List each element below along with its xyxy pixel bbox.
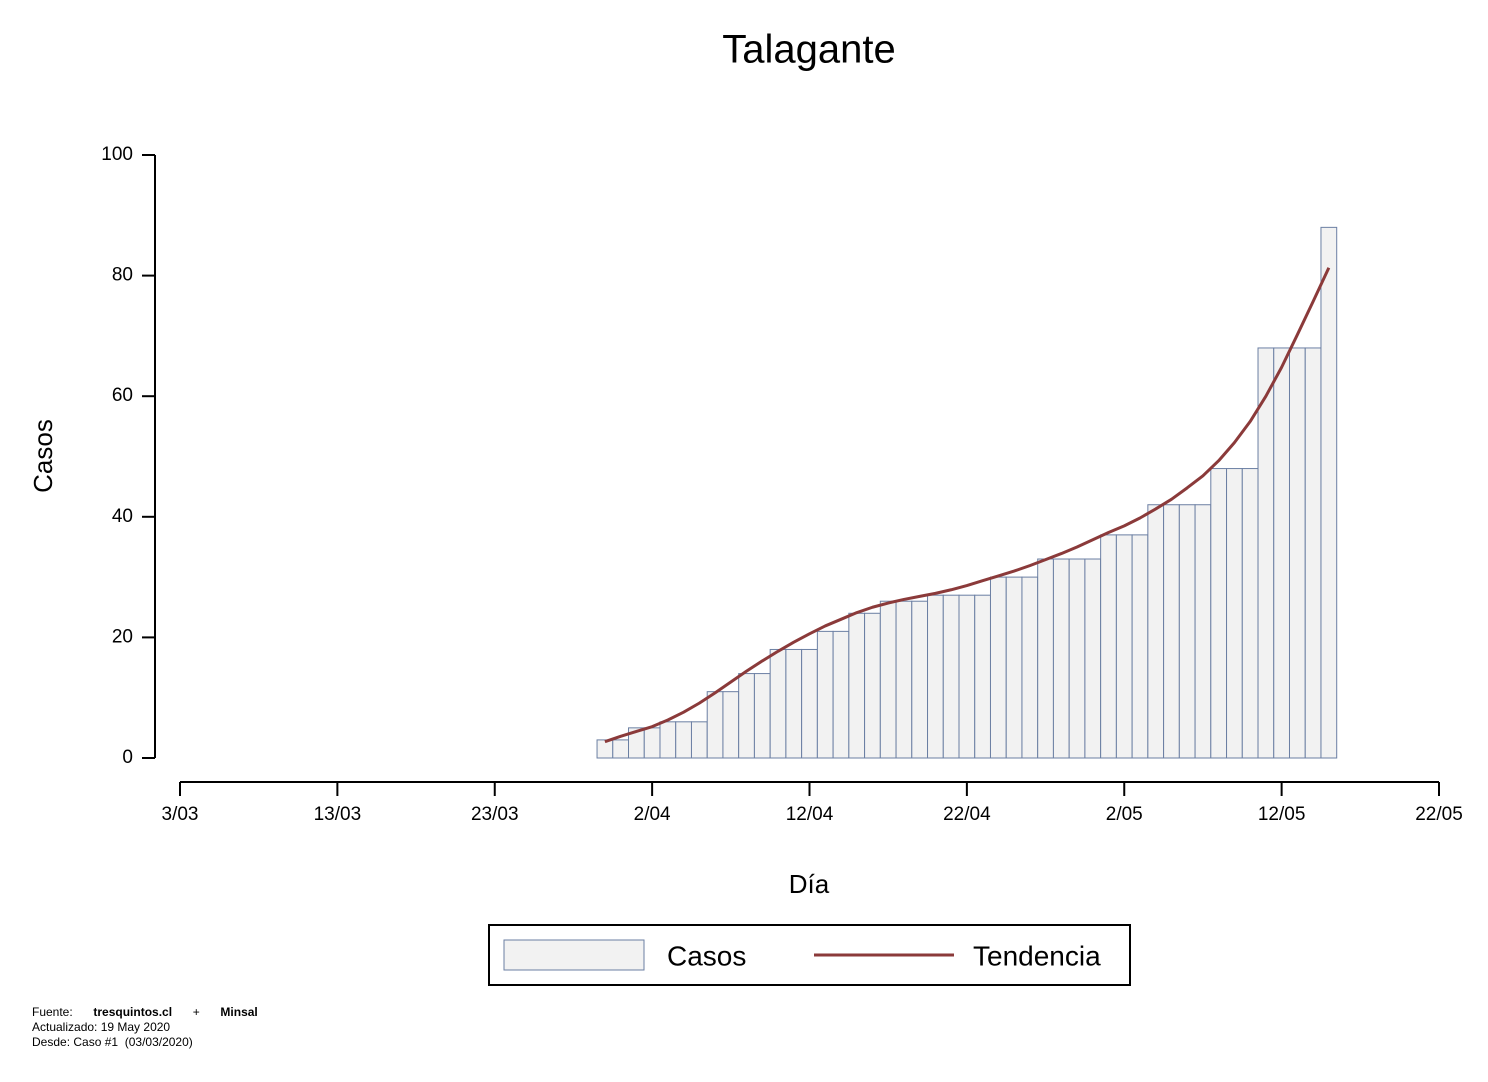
y-tick-label: 0 (122, 747, 133, 768)
bar (864, 612, 881, 759)
bar (1273, 347, 1290, 759)
bar (785, 648, 803, 759)
bar (706, 691, 724, 759)
bar (848, 612, 866, 759)
x-tick-label: 2/04 (634, 804, 671, 825)
legend-swatch (503, 939, 645, 971)
bar (1288, 347, 1306, 759)
bar (675, 721, 692, 759)
bar (1320, 226, 1338, 759)
trend-line (604, 267, 1331, 744)
bar (722, 691, 740, 759)
bar (1178, 504, 1196, 759)
bar (1005, 576, 1023, 759)
x-tick-label: 12/04 (786, 804, 834, 825)
x-tick-label: 12/05 (1258, 804, 1306, 825)
bar (832, 630, 850, 759)
bar (596, 739, 614, 759)
bar (1147, 504, 1165, 759)
x-tick-label: 22/05 (1415, 804, 1463, 825)
x-tick-label: 2/05 (1106, 804, 1143, 825)
y-axis-label: Casos (28, 419, 58, 493)
x-tick-label: 3/03 (162, 804, 199, 825)
x-tick-label: 13/03 (314, 804, 362, 825)
legend-label: Casos (667, 940, 746, 971)
y-tick-label: 100 (101, 144, 133, 165)
x-tick-label: 22/04 (943, 804, 991, 825)
x-axis-label: Día (789, 869, 830, 899)
x-tick-label: 23/03 (471, 804, 519, 825)
bar (690, 721, 708, 759)
y-tick-label: 40 (112, 506, 133, 527)
bar (1068, 558, 1086, 759)
bar (1241, 468, 1259, 759)
bar (643, 727, 661, 759)
chart-title: Talagante (722, 28, 895, 72)
bar (801, 648, 818, 759)
footnote: Fuente: tresquintos.cl + Minsal Actualiz… (0, 0, 274, 1049)
y-tick-label: 20 (112, 626, 133, 647)
footnote-text: Desde: Caso #1 (03/03/2020) (32, 1035, 193, 1049)
footnote-text: Minsal (220, 1005, 257, 1019)
footnote-text: Fuente: (32, 1005, 73, 1019)
bar (1052, 558, 1070, 759)
bar (911, 600, 929, 759)
bar (1226, 468, 1243, 759)
bar (659, 721, 677, 759)
bar (895, 600, 913, 759)
footnote-text: Actualizado: 19 May 2020 (32, 1020, 170, 1034)
bar (738, 673, 755, 759)
bar (989, 576, 1007, 759)
legend-label: Tendencia (973, 940, 1101, 971)
bar (1304, 347, 1322, 759)
bar (974, 594, 991, 759)
bar (927, 594, 944, 759)
bar (1163, 504, 1180, 759)
bar (1131, 534, 1149, 759)
bar (942, 594, 960, 759)
bar (612, 739, 630, 759)
bar (769, 648, 787, 759)
y-tick-label: 80 (112, 265, 133, 286)
bar (958, 594, 976, 759)
bar (1084, 558, 1102, 759)
bar (1021, 576, 1039, 759)
bar (1115, 534, 1133, 759)
bar (1194, 504, 1212, 759)
bar (1210, 468, 1228, 759)
footnote-text: + (193, 1005, 200, 1019)
footnote-text: tresquintos.cl (93, 1005, 172, 1019)
bar (816, 630, 834, 759)
bar (1100, 534, 1117, 759)
bar (879, 600, 897, 759)
bar (753, 673, 771, 759)
bar (1037, 558, 1054, 759)
bar (1257, 347, 1275, 759)
y-tick-label: 60 (112, 385, 133, 406)
